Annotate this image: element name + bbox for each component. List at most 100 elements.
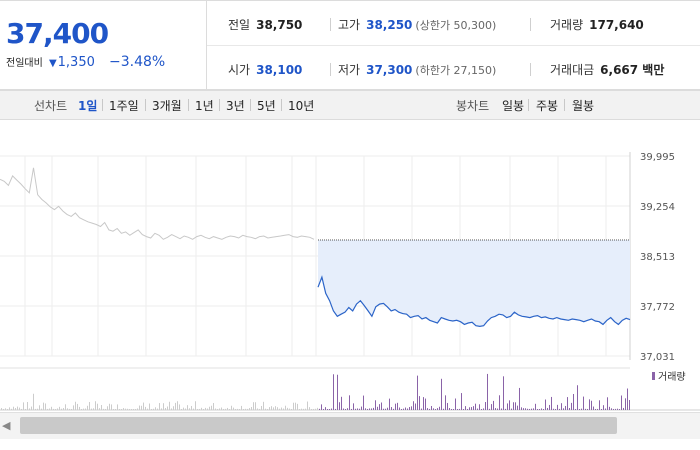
y-tick-label: 39,995 (640, 152, 675, 163)
volume-bar (55, 408, 56, 410)
tab-monthly-candle[interactable]: 월봉 (572, 99, 595, 113)
volume-bar (431, 405, 432, 410)
volume-bar (385, 408, 386, 410)
volume-bar (167, 406, 168, 410)
volume-bar (61, 408, 62, 410)
volume-bar (611, 408, 612, 410)
volume-bar (283, 408, 284, 410)
volume-bar (615, 408, 616, 410)
change-label: 전일대비 (6, 58, 43, 69)
volume-bar (437, 408, 438, 410)
volume-bar (551, 396, 552, 410)
tab-1year[interactable]: 1년 (195, 99, 214, 113)
tab-3months[interactable]: 3개월 (152, 99, 182, 113)
volume-bar (457, 409, 458, 410)
volume-bar (311, 408, 312, 410)
volume-bar (539, 408, 540, 410)
volume-bar (423, 397, 424, 410)
stat-label: 전일 (228, 18, 251, 32)
volume-bar (367, 408, 368, 410)
tab-3year[interactable]: 3년 (226, 99, 245, 113)
volume-bar (559, 408, 560, 410)
volume-bar (41, 408, 42, 410)
volume-bar (309, 407, 310, 410)
summary-panel: 37,400 전일대비 ▼1,350 −3.48% 전일 38,750 고가 38,… (0, 0, 700, 90)
scrollbar-thumb[interactable] (20, 417, 617, 434)
volume-bar (95, 401, 96, 410)
tab-5year[interactable]: 5년 (257, 99, 276, 113)
tab-1week[interactable]: 1주일 (109, 99, 139, 113)
volume-bar (349, 395, 350, 410)
separator (188, 99, 189, 111)
volume-bar (175, 402, 176, 410)
volume-bar (37, 408, 38, 410)
volume-bar (501, 408, 502, 410)
volume-bar (357, 408, 358, 410)
volume-bar (145, 406, 146, 410)
volume-bar (441, 378, 442, 410)
stat-value: 177,640 (589, 18, 644, 32)
tab-daily-candle[interactable]: 일봉 (502, 99, 525, 113)
volume-bar (473, 406, 474, 410)
volume-bar (333, 374, 334, 410)
volume-bar (215, 408, 216, 410)
volume-bar (227, 407, 228, 410)
volume-bar (7, 408, 8, 410)
tab-1day[interactable]: 1일 (78, 99, 98, 113)
volume-bar (417, 375, 418, 410)
volume-bar (229, 408, 230, 410)
volume-bar (421, 408, 422, 410)
volume-bar (35, 408, 36, 410)
volume-bar (217, 408, 218, 410)
volume-bar (111, 404, 112, 410)
volume-bar (247, 408, 248, 410)
volume-bar (399, 407, 400, 410)
volume-bar (233, 407, 234, 410)
volume-bar (331, 408, 332, 410)
stat-low: 저가 37,300 (하한가 27,150) (338, 61, 496, 78)
volume-bar (279, 408, 280, 410)
volume-bar (17, 406, 18, 410)
volume-bar (173, 406, 174, 410)
volume-bar (287, 407, 288, 410)
volume-bar (557, 404, 558, 410)
volume-bar (585, 408, 586, 410)
volume-bar (607, 397, 608, 410)
volume-bar (563, 408, 564, 410)
volume-bar (151, 408, 152, 410)
stat-value: 38,250 (366, 18, 413, 32)
volume-bar (205, 407, 206, 410)
lower-limit-note: (하한가 27,150) (415, 64, 497, 77)
volume-bar (329, 408, 330, 410)
volume-bar (511, 408, 512, 410)
volume-bar (225, 408, 226, 410)
volume-bar (487, 373, 488, 410)
stat-prev-close: 전일 38,750 (228, 16, 302, 33)
volume-bar (127, 408, 128, 410)
volume-bar (583, 396, 584, 410)
volume-bar (97, 403, 98, 410)
volume-bar (85, 408, 86, 410)
volume-bar (521, 407, 522, 410)
volume-bar (13, 406, 14, 410)
volume-bar (345, 408, 346, 410)
volume-bar (63, 408, 64, 410)
tab-weekly-candle[interactable]: 주봉 (536, 99, 559, 113)
separator (250, 99, 251, 111)
tab-10year[interactable]: 10년 (288, 99, 315, 113)
volume-bar (157, 408, 158, 410)
volume-bar (395, 403, 396, 410)
volume-legend-swatch (652, 372, 655, 380)
stat-value: 38,100 (256, 63, 303, 77)
volume-bar (181, 408, 182, 410)
volume-bar (239, 408, 240, 410)
volume-bar (483, 408, 484, 410)
chart-scrollbar[interactable]: ◀ (0, 412, 700, 439)
volume-bar (33, 393, 34, 410)
volume-bar (149, 403, 150, 410)
volume-bar (383, 408, 384, 410)
separator (530, 63, 531, 76)
volume-bar (307, 401, 308, 410)
volume-bar (211, 405, 212, 410)
scroll-left-arrow-icon[interactable]: ◀ (2, 419, 11, 432)
